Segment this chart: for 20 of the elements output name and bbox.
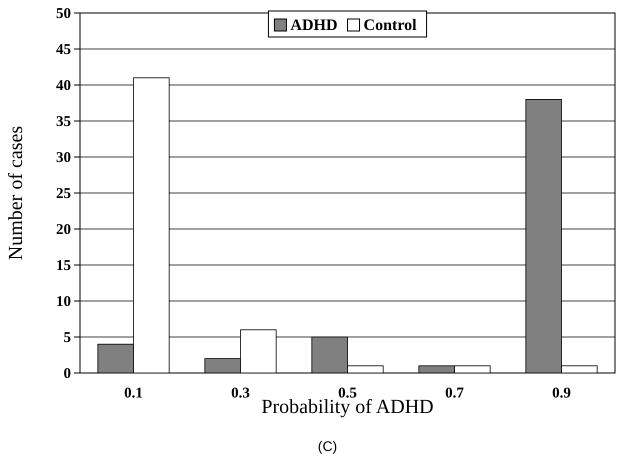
y-tick-label: 5 (64, 330, 71, 346)
x-tick-label: 0.1 (124, 386, 143, 402)
y-tick-label: 15 (56, 258, 71, 274)
x-tick-label: 0.5 (338, 386, 357, 402)
y-tick-label: 50 (56, 6, 71, 22)
y-tick-label: 35 (56, 114, 71, 130)
legend-label: Control (364, 17, 418, 34)
y-tick-label: 30 (56, 150, 71, 166)
y-tick-label: 0 (64, 366, 71, 382)
x-tick-label: 0.3 (231, 386, 250, 402)
y-tick-label: 45 (56, 42, 71, 58)
y-tick-label: 10 (56, 294, 71, 310)
x-tick-label: 0.9 (552, 386, 571, 402)
y-tick-label: 25 (56, 186, 71, 202)
text: (C) (318, 438, 338, 454)
x-tick-label: 0.7 (445, 386, 464, 402)
y-tick-label: 40 (56, 78, 71, 94)
y-axis-title: Number of cases (5, 126, 27, 260)
legend-label: ADHD (290, 17, 338, 34)
y-tick-label: 20 (56, 222, 71, 238)
